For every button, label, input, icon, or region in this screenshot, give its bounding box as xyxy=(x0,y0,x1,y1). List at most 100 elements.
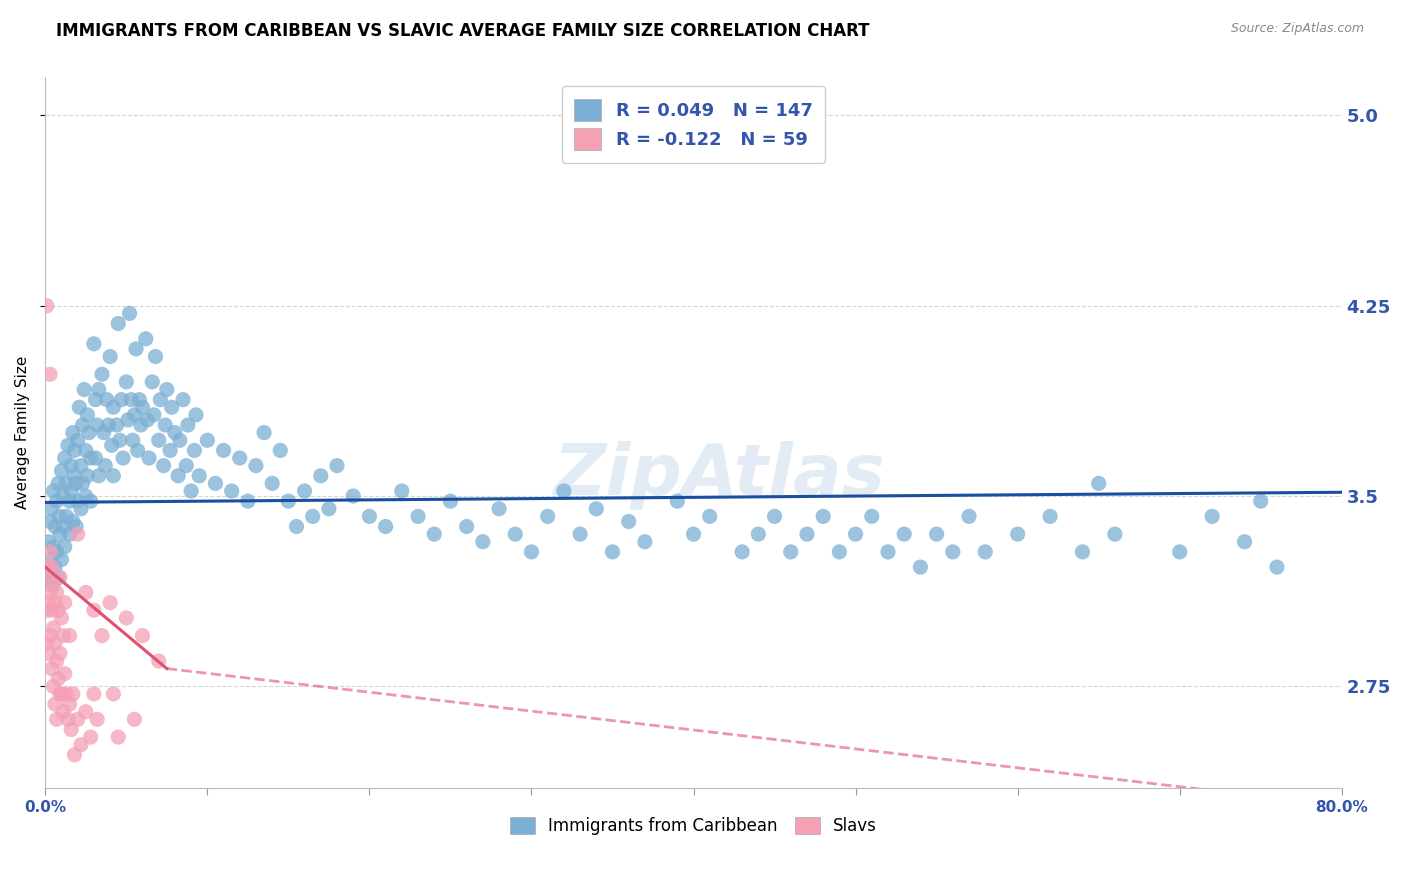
Point xyxy=(44,636,66,650)
Point xyxy=(62,425,84,440)
Point xyxy=(86,417,108,432)
Point xyxy=(893,527,915,541)
Point xyxy=(42,540,65,554)
Point xyxy=(666,494,689,508)
Point xyxy=(100,438,122,452)
Point xyxy=(129,417,152,432)
Point xyxy=(93,425,115,440)
Point xyxy=(127,443,149,458)
Point xyxy=(60,458,83,473)
Point xyxy=(204,476,226,491)
Point xyxy=(83,603,105,617)
Point xyxy=(35,603,58,617)
Point xyxy=(62,515,84,529)
Point xyxy=(236,494,259,508)
Point xyxy=(105,417,128,432)
Point xyxy=(456,519,478,533)
Text: IMMIGRANTS FROM CARIBBEAN VS SLAVIC AVERAGE FAMILY SIZE CORRELATION CHART: IMMIGRANTS FROM CARIBBEAN VS SLAVIC AVER… xyxy=(56,22,870,40)
Point xyxy=(87,468,110,483)
Point xyxy=(503,527,526,541)
Point xyxy=(44,697,66,711)
Point xyxy=(39,629,62,643)
Point xyxy=(406,509,429,524)
Point xyxy=(56,712,79,726)
Point xyxy=(46,672,69,686)
Point xyxy=(62,687,84,701)
Point xyxy=(45,712,67,726)
Point xyxy=(115,375,138,389)
Point xyxy=(471,534,494,549)
Point xyxy=(796,527,818,541)
Point xyxy=(1265,560,1288,574)
Point xyxy=(53,540,76,554)
Point xyxy=(135,332,157,346)
Point xyxy=(45,585,67,599)
Point xyxy=(1104,527,1126,541)
Point xyxy=(63,443,86,458)
Point xyxy=(58,629,80,643)
Point xyxy=(86,712,108,726)
Text: ZipAtlas: ZipAtlas xyxy=(554,441,886,509)
Point xyxy=(56,438,79,452)
Point xyxy=(118,306,141,320)
Point xyxy=(72,417,94,432)
Point xyxy=(53,450,76,465)
Point xyxy=(1087,476,1109,491)
Point xyxy=(828,545,851,559)
Point xyxy=(439,494,461,508)
Point xyxy=(75,585,97,599)
Point xyxy=(45,654,67,668)
Point xyxy=(84,450,107,465)
Point xyxy=(108,434,131,448)
Point xyxy=(731,545,754,559)
Point xyxy=(76,468,98,483)
Point xyxy=(877,545,900,559)
Point xyxy=(35,565,58,579)
Point xyxy=(359,509,381,524)
Point xyxy=(39,545,62,559)
Point xyxy=(91,368,114,382)
Point xyxy=(42,621,65,635)
Point xyxy=(45,494,67,508)
Point xyxy=(66,527,89,541)
Point xyxy=(138,450,160,465)
Point xyxy=(172,392,194,407)
Point xyxy=(537,509,560,524)
Point xyxy=(72,476,94,491)
Point xyxy=(75,489,97,503)
Point xyxy=(63,747,86,762)
Point xyxy=(177,417,200,432)
Point xyxy=(42,578,65,592)
Point xyxy=(44,560,66,574)
Point xyxy=(51,464,73,478)
Point xyxy=(910,560,932,574)
Point xyxy=(53,596,76,610)
Point xyxy=(124,712,146,726)
Point xyxy=(51,611,73,625)
Point xyxy=(46,570,69,584)
Point xyxy=(174,458,197,473)
Point xyxy=(845,527,868,541)
Point xyxy=(49,570,72,584)
Point xyxy=(53,666,76,681)
Point xyxy=(1071,545,1094,559)
Point xyxy=(66,434,89,448)
Point xyxy=(974,545,997,559)
Point xyxy=(70,738,93,752)
Point xyxy=(83,687,105,701)
Point xyxy=(83,336,105,351)
Point xyxy=(98,350,121,364)
Point xyxy=(163,425,186,440)
Point xyxy=(46,476,69,491)
Point xyxy=(301,509,323,524)
Point xyxy=(42,483,65,498)
Point xyxy=(180,483,202,498)
Point xyxy=(79,730,101,744)
Point xyxy=(488,501,510,516)
Point xyxy=(70,501,93,516)
Point xyxy=(41,662,63,676)
Point xyxy=(811,509,834,524)
Point xyxy=(66,712,89,726)
Y-axis label: Average Family Size: Average Family Size xyxy=(15,356,30,509)
Point xyxy=(63,468,86,483)
